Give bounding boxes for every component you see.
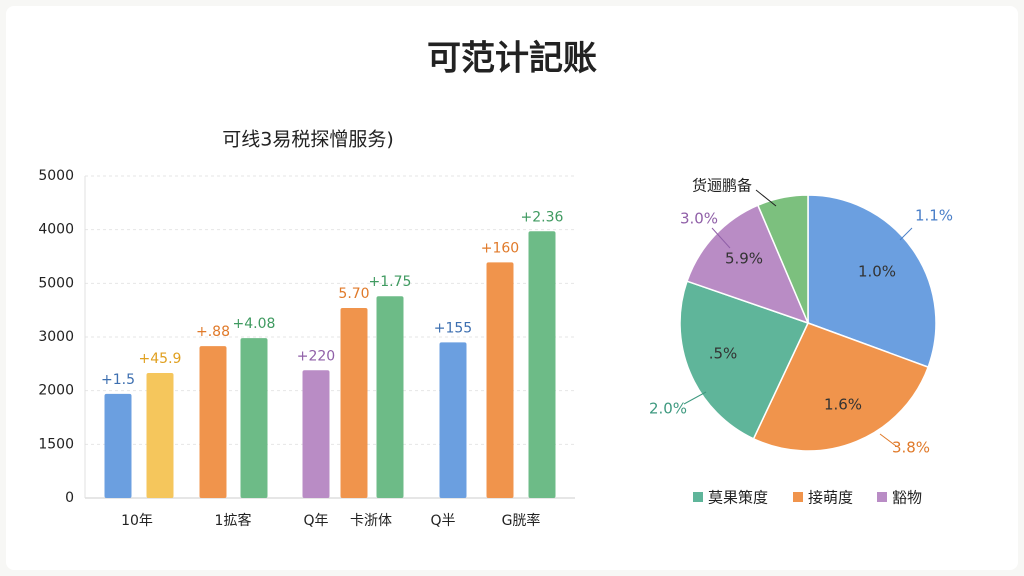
x-tick-label: G胱率 <box>502 512 541 529</box>
value-label: +.88 <box>196 324 230 340</box>
x-tick-label: 卡浙体 <box>350 513 392 529</box>
bar <box>528 231 556 498</box>
outer-label: 2.0% <box>649 400 687 418</box>
x-tick-label: 10年 <box>121 513 153 529</box>
legend-label: 莫果策度 <box>708 489 768 507</box>
pie-slice <box>686 204 810 325</box>
bar <box>104 393 132 498</box>
value-label: +4.08 <box>233 316 276 332</box>
value-label: +2.36 <box>521 209 564 225</box>
leader-line <box>879 433 897 447</box>
legend-swatch <box>693 492 703 502</box>
value-label: +160 <box>481 240 519 256</box>
page-title: 可范计記账 <box>427 39 597 79</box>
outer-label: 3.8% <box>892 439 930 457</box>
y-tick-label: 0 <box>65 490 74 506</box>
value-label: +45.9 <box>139 351 182 367</box>
slice-label: 1.0% <box>858 263 896 281</box>
bar <box>439 342 467 498</box>
legend-swatch <box>877 492 887 502</box>
legend-label: 豁物 <box>892 489 922 507</box>
leader-line <box>755 189 777 207</box>
outer-label: 1.1% <box>915 207 953 225</box>
slice-label: 1.6% <box>824 396 862 414</box>
bar <box>302 370 330 498</box>
leader-line <box>683 391 707 405</box>
leader-line <box>711 227 731 249</box>
value-label: 5.70 <box>338 286 369 302</box>
pie-slice <box>807 194 937 369</box>
bar <box>146 372 174 498</box>
value-label: +1.75 <box>369 274 412 290</box>
value-label: +220 <box>297 348 335 364</box>
leader-line <box>899 227 913 241</box>
y-tick-label: 5000 <box>38 275 74 291</box>
outer-label: 货逦鹏备 <box>692 177 752 195</box>
bar <box>240 338 268 498</box>
bar <box>199 346 227 498</box>
outer-label: 3.0% <box>680 210 718 228</box>
y-tick-label: 4000 <box>38 222 74 238</box>
bar <box>340 308 368 498</box>
legend-swatch <box>793 492 803 502</box>
legend-label: 接萌度 <box>808 489 853 507</box>
pie-slice <box>679 280 810 440</box>
x-tick-label: Q半 <box>430 513 455 529</box>
bar-chart-title: 可线3易税探憎服务) <box>222 129 394 151</box>
bar <box>376 296 404 498</box>
value-label: +1.5 <box>101 372 135 388</box>
bar <box>486 262 514 498</box>
pie-slice <box>756 194 809 324</box>
slice-label: 5.9% <box>725 250 763 268</box>
x-tick-label: Q年 <box>303 513 328 529</box>
y-tick-label: 3000 <box>38 329 74 345</box>
pie-slice <box>752 322 930 452</box>
y-tick-label: 2000 <box>38 383 74 399</box>
value-label: +155 <box>434 320 472 336</box>
y-tick-label: 5000 <box>38 168 74 184</box>
y-tick-label: 1500 <box>38 436 74 452</box>
x-tick-label: 1拡客 <box>215 512 252 529</box>
slice-label: .5% <box>709 345 738 363</box>
